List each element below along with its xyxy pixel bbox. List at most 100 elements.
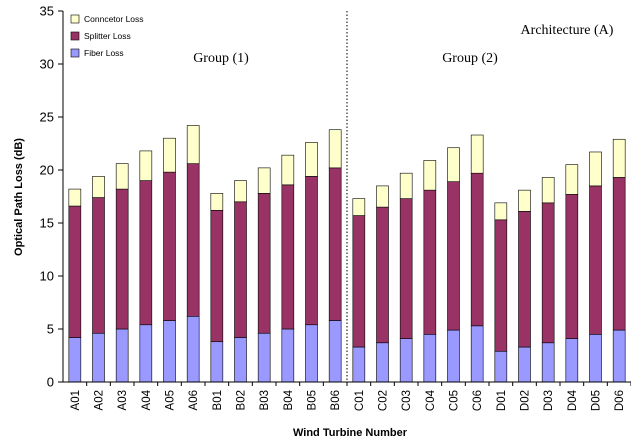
bar-segment-fiber-loss-d02 — [518, 346, 531, 383]
bar-segment-conncetor-loss-a06 — [186, 125, 200, 164]
x-tick-label: C06 — [472, 390, 484, 411]
bar-segment-conncetor-loss-a05 — [163, 137, 176, 173]
bar-segment-conncetor-loss-d06 — [612, 138, 626, 178]
bar-segment-conncetor-loss-a02 — [92, 176, 105, 198]
bar-segment-splitter-loss-a06 — [186, 163, 200, 317]
x-tick-label: C02 — [378, 390, 390, 411]
x-tick-label: D06 — [614, 390, 626, 411]
legend-label-connector: Conncetor Loss — [84, 14, 144, 24]
bar-segment-fiber-loss-c04 — [423, 333, 437, 383]
y-tick-label: 5 — [47, 322, 54, 337]
bar-segment-conncetor-loss-b04 — [281, 154, 295, 186]
bar-segment-splitter-loss-b01 — [210, 209, 224, 343]
bar-stacks — [68, 125, 626, 383]
bar-segment-conncetor-loss-d05 — [589, 151, 602, 187]
bar-segment-fiber-loss-b02 — [234, 337, 247, 383]
x-tick-label: D01 — [496, 390, 508, 411]
bar-segment-splitter-loss-a05 — [163, 171, 176, 321]
legend-label-fiber: Fiber Loss — [84, 48, 124, 58]
x-tick-label: C04 — [425, 389, 437, 411]
bar-segment-splitter-loss-c02 — [376, 206, 389, 344]
bar-segment-fiber-loss-c06 — [470, 325, 484, 383]
bar-segment-conncetor-loss-b03 — [257, 167, 271, 194]
bar-segment-fiber-loss-c05 — [447, 329, 460, 383]
bar-segment-conncetor-loss-c01 — [352, 198, 366, 216]
bar-segment-conncetor-loss-b02 — [234, 180, 247, 203]
bar-segment-splitter-loss-c03 — [399, 198, 413, 339]
y-tick-label: 25 — [40, 110, 54, 125]
bar-segment-splitter-loss-b02 — [234, 201, 247, 338]
legend: Conncetor Loss Splitter Loss Fiber Loss — [70, 14, 144, 58]
x-tick-label: C03 — [401, 390, 413, 411]
x-tick-label: C05 — [449, 390, 461, 411]
bar-segment-fiber-loss-a01 — [68, 337, 82, 383]
legend-swatch-connector — [70, 14, 80, 24]
y-axis-title: Optical Path Loss (dB) — [13, 138, 25, 256]
x-tick-label: A01 — [70, 390, 82, 410]
bar-segment-conncetor-loss-c02 — [376, 185, 389, 208]
y-tick-label: 35 — [40, 4, 54, 19]
bar-segment-conncetor-loss-b06 — [328, 129, 342, 169]
bar-segment-conncetor-loss-d04 — [565, 164, 579, 195]
x-tick-label: A04 — [141, 389, 153, 410]
bar-segment-splitter-loss-c06 — [470, 172, 484, 327]
bar-segment-fiber-loss-d05 — [589, 333, 602, 383]
bar-segment-fiber-loss-c02 — [376, 342, 389, 383]
x-tick-label: B02 — [236, 390, 248, 410]
bar-segment-splitter-loss-c01 — [352, 215, 366, 348]
architecture-label: Architecture (A) — [521, 23, 614, 38]
bar-segment-fiber-loss-d01 — [494, 350, 508, 383]
x-tick-label: B01 — [212, 390, 224, 410]
bar-segment-conncetor-loss-a01 — [68, 188, 82, 207]
bar-segment-fiber-loss-b04 — [281, 328, 295, 383]
bar-segment-fiber-loss-b03 — [257, 332, 271, 383]
bar-segment-conncetor-loss-c06 — [470, 134, 484, 174]
x-tick-label: B06 — [330, 390, 342, 410]
x-tick-label: D04 — [567, 389, 579, 411]
bar-segment-fiber-loss-b06 — [328, 320, 342, 383]
x-tick-label: D03 — [543, 390, 555, 411]
bar-segment-splitter-loss-a02 — [92, 197, 105, 334]
bar-segment-conncetor-loss-a04 — [139, 150, 153, 181]
x-tick-label: D02 — [520, 390, 532, 411]
y-tick-label: 30 — [40, 57, 54, 72]
y-tick-label: 20 — [40, 163, 54, 178]
bar-segment-splitter-loss-d03 — [541, 202, 555, 344]
x-tick-label: A06 — [188, 390, 200, 410]
bar-segment-conncetor-loss-d03 — [541, 177, 555, 204]
bar-segment-fiber-loss-a04 — [139, 324, 153, 383]
legend-swatch-fiber — [70, 48, 80, 58]
bar-segment-conncetor-loss-c04 — [423, 160, 437, 191]
x-tick-label: B04 — [283, 389, 295, 410]
bar-segment-fiber-loss-d03 — [541, 342, 555, 383]
bar-segment-fiber-loss-c01 — [352, 346, 366, 383]
bar-segment-fiber-loss-d06 — [612, 329, 626, 383]
bar-segment-fiber-loss-a05 — [163, 320, 176, 383]
bar-segment-splitter-loss-b06 — [328, 167, 342, 321]
group-2-label: Group (2) — [442, 51, 498, 66]
bar-segment-splitter-loss-a03 — [115, 188, 129, 330]
x-tick-label: B03 — [259, 390, 271, 410]
x-axis-title: Wind Turbine Number — [293, 427, 408, 439]
y-tick-label: 15 — [40, 216, 54, 231]
x-tick-label: A05 — [165, 390, 177, 410]
bar-segment-conncetor-loss-c03 — [399, 172, 413, 199]
y-axis-ticks: 0 5 10 15 20 25 30 35 — [40, 4, 63, 390]
bar-segment-splitter-loss-b03 — [257, 193, 271, 334]
bar-segment-fiber-loss-c03 — [399, 338, 413, 383]
bar-segment-fiber-loss-d04 — [565, 338, 579, 383]
bar-segment-splitter-loss-b04 — [281, 184, 295, 330]
bar-segment-splitter-loss-a01 — [68, 205, 82, 338]
y-tick-label: 10 — [40, 269, 54, 284]
bar-segment-splitter-loss-a04 — [139, 180, 153, 326]
bar-segment-splitter-loss-c04 — [423, 189, 437, 335]
x-tick-label: A03 — [117, 390, 129, 410]
bar-segment-splitter-loss-d05 — [589, 185, 602, 335]
bar-segment-conncetor-loss-d02 — [518, 189, 531, 212]
group-1-label: Group (1) — [193, 51, 249, 66]
bar-segment-fiber-loss-b01 — [210, 341, 224, 383]
x-tick-label: A02 — [94, 390, 106, 410]
x-tick-label: D05 — [591, 390, 603, 411]
bar-segment-fiber-loss-a03 — [115, 328, 129, 383]
